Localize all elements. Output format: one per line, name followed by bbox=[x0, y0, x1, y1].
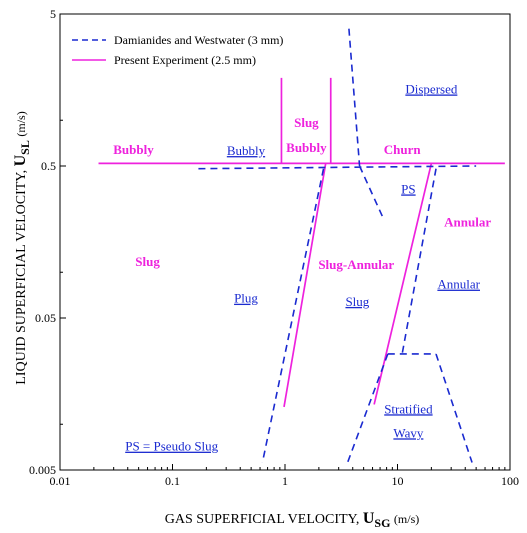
region-label: Dispersed bbox=[405, 81, 457, 96]
x-tick-label: 0.01 bbox=[50, 474, 71, 488]
damianides-boundary-line bbox=[435, 353, 473, 463]
x-axis-label-text: GAS SUPERFICIAL VELOCITY, bbox=[165, 512, 360, 527]
region-label: Slug bbox=[294, 115, 319, 130]
legend-entry-label: Damianides and Westwater (3 mm) bbox=[114, 33, 283, 47]
series-present bbox=[98, 77, 505, 408]
annotation-layer: Bubbly Slug Bubbly Churn Slug Slug-Annular Ann… bbox=[113, 81, 491, 453]
damianides-boundary-line bbox=[346, 353, 389, 463]
x-axis-label-symbol: U bbox=[363, 510, 375, 527]
present-boundary-line bbox=[373, 163, 433, 405]
y-axis-label: LIQUID SUPERFICIAL VELOCITY, USL (m/s) bbox=[12, 111, 33, 384]
region-label: Stratified bbox=[384, 401, 433, 416]
legend-entry-label: Present Experiment (2.5 mm) bbox=[114, 53, 256, 67]
region-label: PS = Pseudo Slug bbox=[125, 439, 218, 454]
region-label: Slug-Annular bbox=[318, 257, 394, 272]
region-label: Bubbly bbox=[286, 140, 327, 155]
region-label: Plug bbox=[234, 291, 258, 306]
x-tick-label: 100 bbox=[501, 474, 519, 488]
y-tick-label: 0.005 bbox=[29, 463, 56, 477]
y-axis-label-unit: (m/s) bbox=[14, 111, 28, 136]
region-label: Bubbly bbox=[227, 143, 266, 158]
damianides-boundary-line bbox=[261, 168, 325, 463]
y-tick-label: 0.5 bbox=[41, 159, 56, 173]
x-axis-label-sub: SG bbox=[374, 516, 390, 530]
x-axis-label: GAS SUPERFICIAL VELOCITY, USG (m/s) bbox=[165, 510, 420, 531]
region-label: Churn bbox=[384, 142, 422, 157]
damianides-boundary-line bbox=[348, 28, 361, 167]
damianides-boundary-line bbox=[401, 168, 437, 355]
region-label: Annular bbox=[444, 214, 491, 229]
x-tick-label: 1 bbox=[282, 474, 288, 488]
x-tick-label: 10 bbox=[392, 474, 404, 488]
y-axis-label-symbol: U bbox=[12, 154, 29, 166]
region-label: Bubbly bbox=[113, 142, 154, 157]
region-label: Slug bbox=[345, 294, 369, 309]
damianides-boundary-line bbox=[358, 165, 384, 218]
present-boundary-line bbox=[283, 163, 327, 408]
legend: Damianides and Westwater (3 mm) Present E… bbox=[72, 33, 283, 67]
y-tick-label: 0.05 bbox=[35, 311, 56, 325]
region-label: Slug bbox=[135, 254, 160, 269]
y-axis-label-sub: SL bbox=[18, 140, 32, 155]
y-tick-label: 5 bbox=[50, 7, 56, 21]
series-damianides bbox=[198, 28, 477, 463]
x-tick-label: 0.1 bbox=[165, 474, 180, 488]
region-label: Wavy bbox=[393, 425, 423, 440]
region-label: PS bbox=[401, 181, 415, 196]
x-axis-label-unit: (m/s) bbox=[394, 512, 419, 526]
series-layer bbox=[98, 28, 505, 463]
y-axis-label-text: LIQUID SUPERFICIAL VELOCITY, bbox=[14, 170, 29, 385]
ticks-layer: 0.01 0.1 1 10 100 5 0.5 0.05 0.005 bbox=[29, 7, 519, 488]
region-label: Annular bbox=[437, 277, 480, 292]
damianides-boundary-line bbox=[198, 165, 477, 170]
